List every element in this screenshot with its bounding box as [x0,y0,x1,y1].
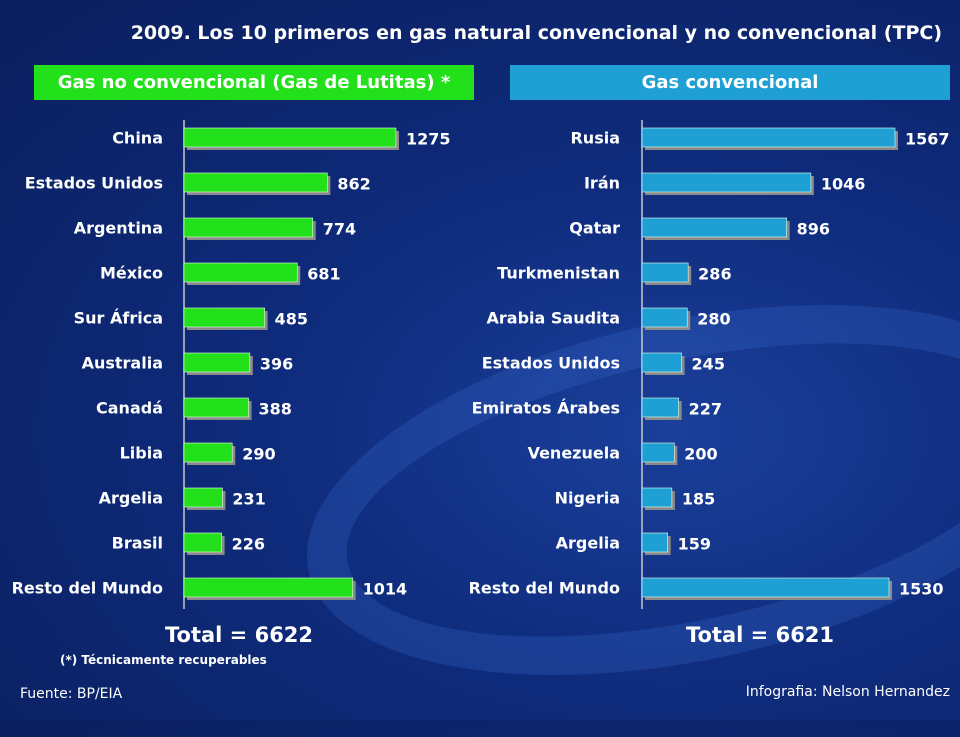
panel-header-unconventional: Gas no convencional (Gas de Lutitas) * [34,65,474,100]
value-label: 280 [697,310,730,329]
category-label: Resto del Mundo [12,579,163,598]
total-conventional: Total = 6621 [686,623,835,647]
value-label: 226 [232,535,265,554]
category-label: Argelia [556,534,620,553]
bar [641,217,787,238]
value-label: 774 [323,220,356,239]
bar [183,127,397,148]
value-label: 1014 [363,580,408,599]
bar [183,487,223,508]
value-label: 185 [682,490,715,509]
category-label: Arabia Saudita [487,309,620,328]
bar [641,577,890,598]
value-label: 485 [275,310,308,329]
bar [641,307,688,328]
bar [183,172,328,193]
category-label: Brasil [112,534,163,553]
bar [183,532,222,553]
value-label: 681 [307,265,340,284]
value-label: 396 [260,355,293,374]
category-label: Australia [82,354,163,373]
value-label: 896 [797,220,830,239]
category-label: Canadá [96,399,163,418]
value-label: 245 [692,355,725,374]
category-label: Argentina [74,219,163,238]
value-label: 290 [242,445,275,464]
bar-charts: China 1275 Estados Unidos 862 Argentina 774 Mé… [12,120,950,609]
bar [641,487,673,508]
value-label: 227 [689,400,722,419]
category-label: Rusia [570,129,620,148]
category-label: Estados Unidos [482,354,620,373]
value-label: 200 [684,445,717,464]
category-label: Argelia [99,489,163,508]
panel-header-conventional: Gas convencional [510,65,950,100]
value-label: 388 [259,400,292,419]
category-label: Qatar [569,219,620,238]
bar [641,442,675,463]
bar [641,532,668,553]
category-label: Libia [120,444,163,463]
category-label: Estados Unidos [25,174,163,193]
category-label: Nigeria [555,489,620,508]
bar [183,262,298,283]
value-label: 1567 [905,130,950,149]
value-label: 159 [678,535,711,554]
bar [183,217,313,238]
category-label: Turkmenistan [497,264,620,283]
bar [641,352,682,373]
chart-title: 2009. Los 10 primeros en gas natural con… [130,22,942,44]
category-label: China [112,129,163,148]
value-label: 1046 [821,175,866,194]
category-label: Resto del Mundo [469,579,620,598]
bar [183,307,265,328]
category-label: Emiratos Árabes [472,399,620,418]
value-label: 862 [337,175,370,194]
bar [183,577,353,598]
credit-text: Infografia: Nelson Hernandez [745,684,950,700]
category-label: Irán [584,174,620,193]
value-label: 286 [698,265,731,284]
value-label: 231 [232,490,265,509]
value-label: 1530 [899,580,944,599]
category-label: Sur África [74,309,163,328]
value-label: 1275 [406,130,451,149]
bar [641,127,896,148]
category-label: Venezuela [528,444,620,463]
bar [641,172,812,193]
source-text: Fuente: BP/EIA [20,686,123,702]
total-unconventional: Total = 6622 [165,623,314,647]
bar [641,262,689,283]
bar [183,352,251,373]
bar [183,397,249,418]
category-label: México [100,264,163,283]
bar [183,442,233,463]
bar [641,397,679,418]
footnote: (*) Técnicamente recuperables [60,653,267,667]
